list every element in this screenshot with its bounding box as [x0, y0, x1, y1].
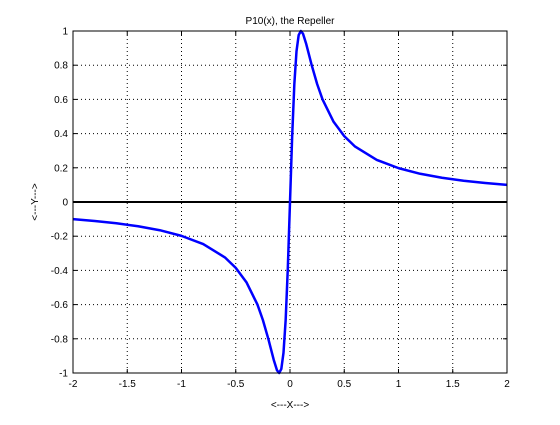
series-curve: [72, 29, 508, 375]
x-tick-label: 0: [287, 379, 293, 390]
x-tick-label: -1: [177, 379, 186, 390]
y-axis-label: <---Y--->: [30, 183, 41, 221]
y-tick-label: -0.4: [51, 266, 69, 277]
y-tick-label: -0.2: [51, 232, 69, 243]
x-axis-label: <---X--->: [271, 400, 309, 411]
y-tick-label: -0.6: [51, 300, 69, 311]
x-tick-label: 0.5: [337, 379, 351, 390]
x-tick-label: 2: [504, 379, 510, 390]
x-tick-label: -0.5: [227, 379, 245, 390]
x-tick-label: 1: [396, 379, 402, 390]
y-tick-label: 0.8: [54, 61, 68, 72]
y-tick-label: 0: [62, 198, 68, 209]
y-tick-label: 1: [62, 27, 68, 38]
y-tick-label: 0.2: [54, 163, 68, 174]
x-tick-label: 1.5: [446, 379, 460, 390]
x-tick-label: -2: [69, 379, 78, 390]
y-tick-label: -0.8: [51, 334, 69, 345]
ticks: -2 -1.5 -1 -0.5 0 0.5 1 1.5 2 -1 -0.8 -0.6 -0.4 -0.2 0…: [51, 27, 510, 391]
chart-title: P10(x), the Repeller: [246, 16, 336, 27]
y-tick-label: -1: [59, 369, 68, 380]
y-tick-label: 0.6: [54, 95, 68, 106]
y-tick-label: 0.4: [54, 129, 68, 140]
x-tick-label: -1.5: [119, 379, 137, 390]
